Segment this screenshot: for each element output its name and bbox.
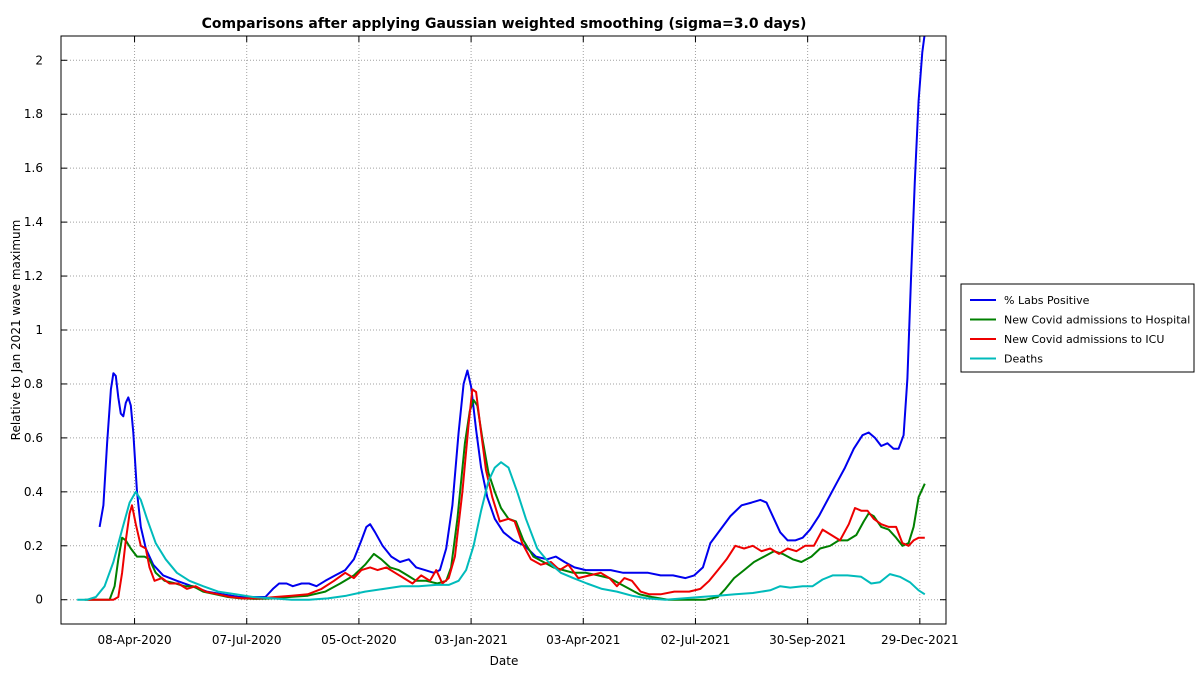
series-line-new-covid-admissions-to-hospital [84, 399, 926, 601]
x-tick-label: 29-Dec-2021 [881, 633, 959, 647]
legend-label: New Covid admissions to Hospital [1004, 314, 1190, 327]
y-tick-label: 1.6 [24, 161, 43, 175]
legend-label: Deaths [1004, 353, 1043, 366]
x-axis-label: Date [490, 654, 519, 668]
chart-title: Comparisons after applying Gaussian weig… [202, 16, 807, 32]
y-tick-label: 0.4 [24, 485, 43, 499]
series-lines [77, 36, 926, 601]
x-axis-ticks: 08-Apr-2020 07-Jul-2020 05-Oct-2020 03-Jan-… [97, 36, 959, 647]
y-tick-label: 0.6 [24, 431, 43, 445]
series-line-new-covid-admissions-to-icu [87, 388, 925, 601]
y-axis-ticks: 0 0.2 0.4 0.6 0.8 1 1.2 1.4 1.6 1.8 2 [24, 53, 946, 607]
y-tick-label: 1 [35, 323, 43, 337]
legend-label: % Labs Positive [1004, 294, 1090, 307]
series-line-labs-positive [98, 36, 926, 598]
grid [61, 36, 946, 624]
x-tick-label: 02-Jul-2021 [661, 633, 731, 647]
y-tick-label: 1.8 [24, 107, 43, 121]
x-tick-label: 05-Oct-2020 [321, 633, 397, 647]
y-tick-label: 1.2 [24, 269, 43, 283]
y-tick-label: 0.2 [24, 539, 43, 553]
legend-box [960, 283, 1195, 373]
series-line-deaths [77, 461, 926, 601]
y-tick-label: 0 [35, 593, 43, 607]
x-tick-label: 30-Sep-2021 [769, 633, 846, 647]
y-tick-label: 1.4 [24, 215, 43, 229]
x-tick-label: 08-Apr-2020 [97, 633, 171, 647]
y-axis-label: Relative to Jan 2021 wave maximum [9, 220, 23, 441]
x-tick-label: 07-Jul-2020 [212, 633, 282, 647]
x-tick-label: 03-Apr-2021 [546, 633, 620, 647]
y-tick-label: 0.8 [24, 377, 43, 391]
legend: % Labs Positive New Covid admissions to H… [960, 283, 1195, 373]
x-tick-label: 03-Jan-2021 [434, 633, 508, 647]
legend-label: New Covid admissions to ICU [1004, 333, 1164, 346]
legend-items: % Labs Positive New Covid admissions to H… [970, 294, 1190, 366]
y-tick-label: 2 [35, 53, 43, 67]
